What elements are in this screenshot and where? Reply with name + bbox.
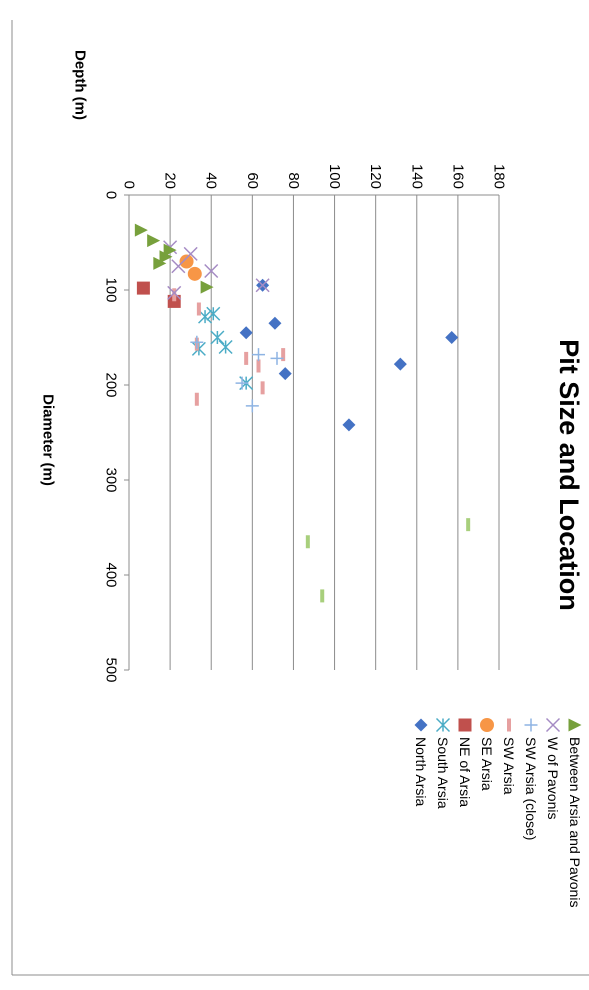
- data-point: [137, 282, 150, 295]
- data-point: [195, 393, 199, 406]
- data-point: [306, 535, 310, 548]
- y-tick-label: 140: [408, 164, 425, 189]
- x-tick-label: 300: [103, 467, 120, 492]
- data-point: [261, 381, 265, 394]
- chart-title: Pit Size and Location: [554, 339, 584, 611]
- y-tick-label: 40: [203, 172, 220, 189]
- legend-label: NE of Arsia: [457, 737, 473, 807]
- x-tick-label: 400: [103, 562, 120, 587]
- data-point: [257, 360, 261, 373]
- y-tick-label: 80: [285, 172, 302, 189]
- y-tick-label: 180: [491, 164, 508, 189]
- y-tick-label: 120: [367, 164, 384, 189]
- y-axis-title: Depth (m): [72, 50, 89, 120]
- legend-label: SW Arsia (close): [523, 737, 539, 840]
- x-tick-label: 200: [103, 372, 120, 397]
- y-tick-label: 100: [326, 164, 343, 189]
- data-point: [188, 267, 202, 281]
- legend-marker: [507, 719, 511, 732]
- legend-label: Between Arsia and Pavonis: [567, 737, 583, 907]
- legend-label: South Arsia: [435, 737, 451, 809]
- x-tick-label: 500: [103, 657, 120, 682]
- legend-label: SW Arsia: [501, 737, 517, 795]
- legend-marker: [459, 719, 472, 732]
- data-point: [244, 352, 248, 365]
- legend-label: North Arsia: [413, 737, 429, 806]
- legend-label: W of Pavonis: [545, 737, 561, 819]
- legend-marker: [480, 718, 494, 732]
- y-tick-label: 60: [244, 172, 261, 189]
- x-tick-label: 100: [103, 277, 120, 302]
- y-tick-label: 20: [162, 172, 179, 189]
- data-point: [320, 589, 324, 602]
- y-tick-label: 0: [121, 181, 138, 189]
- x-axis-title: Diameter (m): [40, 394, 57, 486]
- data-point: [466, 518, 470, 531]
- data-point: [180, 255, 194, 269]
- x-tick-label: 0: [103, 191, 120, 199]
- y-tick-label: 160: [449, 164, 466, 189]
- legend-label: SE Arsia: [479, 737, 495, 791]
- data-point: [197, 303, 201, 316]
